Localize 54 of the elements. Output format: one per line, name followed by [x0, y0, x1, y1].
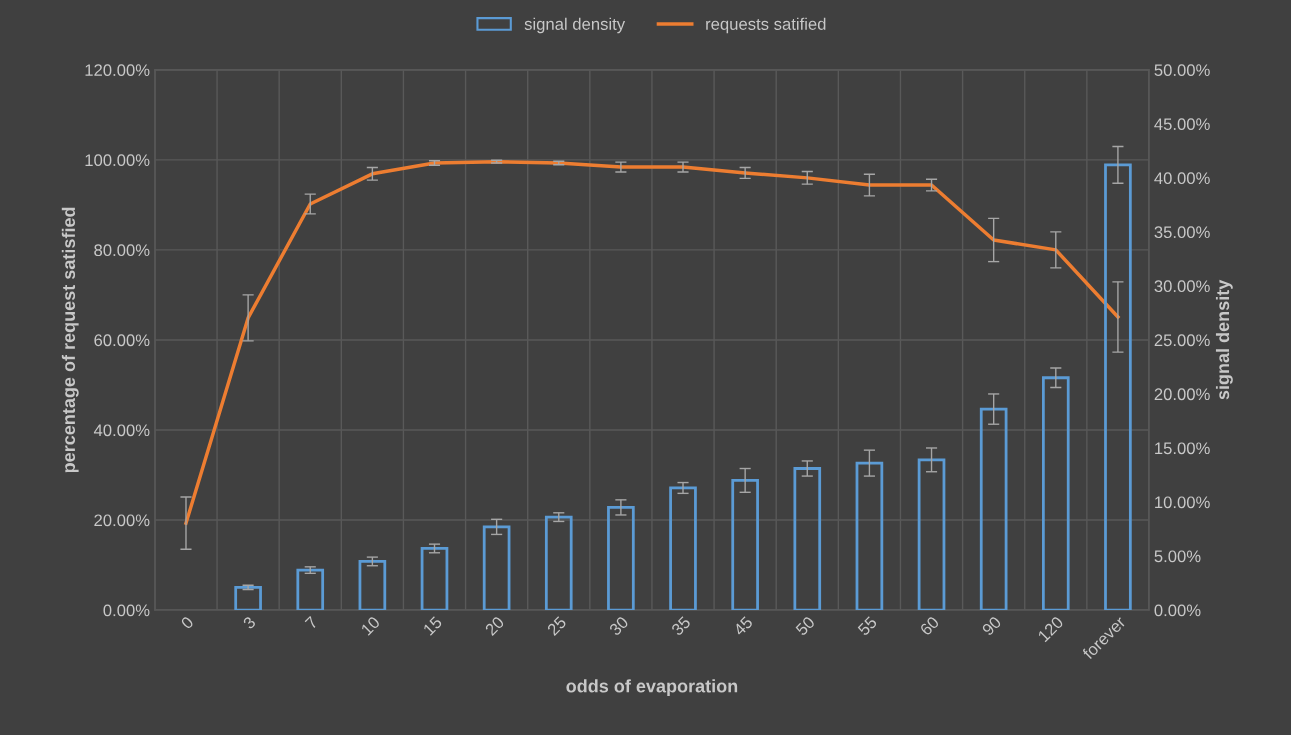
bar — [669, 486, 697, 611]
bar — [855, 461, 884, 611]
x-tick-label: 30 — [608, 615, 630, 637]
y2-axis-title: signal density — [1215, 279, 1233, 400]
bar — [1041, 376, 1070, 611]
bar — [544, 515, 573, 611]
x-tick-label: 55 — [857, 615, 878, 637]
x-tick-label: 35 — [670, 615, 692, 637]
y2-tick-label: 5.00% — [1154, 550, 1201, 563]
bar — [482, 525, 511, 611]
y2-tick-label: 20.00% — [1154, 388, 1210, 401]
y-tick-label: 120.00% — [85, 64, 150, 77]
y-tick-label: 20.00% — [94, 514, 150, 527]
y2-tick-label: 0.00% — [1154, 604, 1201, 617]
x-tick-label: 45 — [732, 615, 754, 637]
bar — [731, 479, 759, 611]
y-axis-title: percentage of request satisfied — [61, 207, 79, 473]
x-tick-label: 20 — [484, 615, 505, 637]
y2-tick-label: 40.00% — [1154, 172, 1210, 185]
bar — [607, 506, 635, 611]
x-tick-label: 10 — [360, 615, 381, 636]
x-tick-label: 90 — [981, 615, 1002, 637]
y-tick-label: 100.00% — [85, 154, 150, 167]
x-tick-label: 120 — [1037, 615, 1064, 643]
x-tick-label: 25 — [546, 615, 567, 637]
x-tick-label: 3 — [242, 615, 257, 630]
bar — [1104, 163, 1132, 611]
bar — [296, 568, 325, 611]
bar — [917, 458, 946, 611]
y2-tick-label: 15.00% — [1155, 442, 1210, 455]
y2-tick-label: 30.00% — [1154, 280, 1210, 293]
legend-label: requests satified — [706, 17, 826, 34]
y-tick-label: 0.00% — [103, 604, 150, 617]
y2-tick-label: 10.00% — [1155, 496, 1210, 509]
y-tick-label: 60.00% — [94, 334, 150, 347]
y2-tick-label: 25.00% — [1154, 334, 1210, 347]
y2-tick-label: 45.00% — [1154, 118, 1210, 131]
y-tick-label: 40.00% — [93, 424, 150, 437]
y2-tick-label: 35.00% — [1154, 226, 1210, 239]
y2-tick-label: 50.00% — [1154, 64, 1210, 77]
x-tick-label: 15 — [422, 615, 443, 636]
bar — [793, 467, 822, 611]
x-tick-label: 60 — [919, 615, 940, 637]
x-axis-title: odds of evaporation — [566, 679, 738, 697]
y-tick-label: 80.00% — [94, 244, 150, 257]
line-series — [184, 159, 1120, 525]
bar — [234, 585, 262, 611]
x-tick-label: 7 — [304, 615, 319, 630]
bar — [979, 407, 1008, 611]
x-tick-label: 0 — [180, 615, 195, 630]
bar — [358, 560, 387, 611]
x-tick-label: 50 — [794, 615, 816, 637]
legend-label: signal density — [524, 17, 626, 34]
bar — [420, 547, 449, 611]
